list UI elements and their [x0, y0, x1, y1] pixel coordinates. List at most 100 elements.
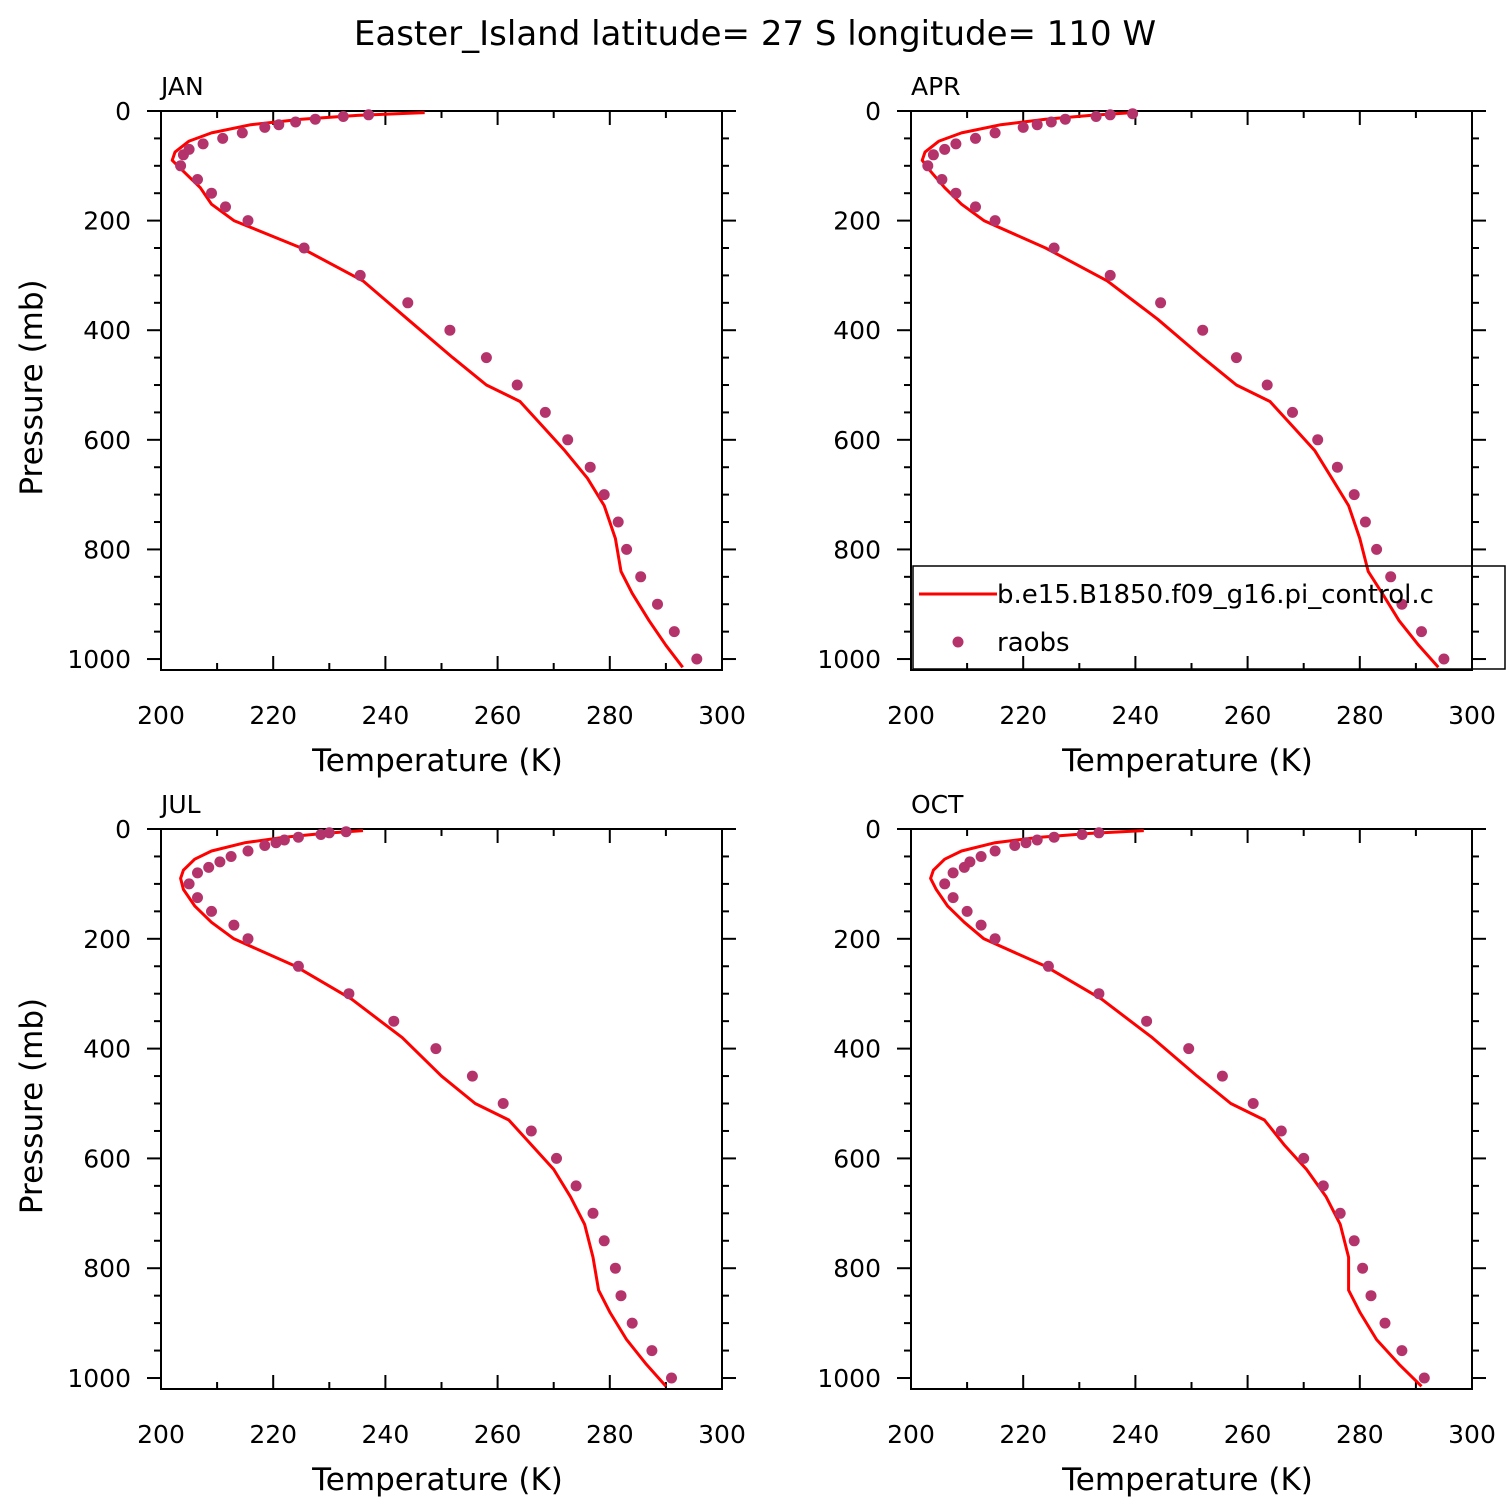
panel-label: APR — [911, 72, 961, 101]
legend-label: raobs — [997, 628, 1070, 658]
raobs-point — [292, 960, 304, 972]
raobs-point — [615, 1290, 627, 1302]
raobs-point — [228, 919, 240, 931]
raobs-point — [214, 856, 226, 868]
legend-label: b.e15.B1850.f09_g16.pi_control.c — [997, 580, 1434, 610]
x-tick-label: 240 — [362, 1420, 410, 1449]
raobs-point — [236, 127, 248, 139]
raobs-point — [242, 933, 254, 945]
y-axis-label: Pressure (mb) — [14, 279, 50, 495]
raobs-point — [203, 861, 215, 873]
raobs-point — [666, 1372, 677, 1384]
raobs-point — [950, 187, 962, 199]
raobs-point — [292, 831, 304, 843]
raobs-point — [402, 297, 414, 309]
plot-frame — [160, 110, 723, 671]
raobs-point — [922, 160, 934, 172]
x-tick-label: 240 — [1112, 701, 1160, 730]
y-tick-label: 800 — [833, 535, 881, 564]
raobs-point — [947, 867, 959, 879]
raobs-point — [1385, 571, 1397, 583]
legend-marker-swatch — [952, 636, 964, 648]
raobs-point — [598, 489, 610, 501]
raobs-point — [1017, 121, 1029, 133]
x-tick-label: 260 — [1224, 1420, 1272, 1449]
x-tick-label: 200 — [137, 1420, 185, 1449]
raobs-point — [668, 626, 680, 638]
raobs-point — [278, 834, 290, 846]
panel-label: OCT — [911, 790, 964, 819]
raobs-point — [1216, 1070, 1228, 1082]
x-tick-label: 260 — [1224, 701, 1272, 730]
raobs-point — [259, 121, 271, 133]
raobs-point — [939, 143, 951, 155]
raobs-point — [1183, 1043, 1195, 1055]
y-tick-label: 800 — [83, 535, 131, 564]
x-axis-label: Temperature (K) — [1061, 743, 1313, 779]
raobs-point — [1312, 434, 1324, 446]
raobs-point — [570, 1180, 582, 1192]
raobs-point — [1127, 108, 1139, 120]
raobs-point — [175, 160, 187, 172]
x-tick-label: 220 — [249, 1420, 297, 1449]
raobs-point — [961, 905, 973, 917]
y-tick-label: 600 — [83, 426, 131, 455]
raobs-point — [192, 892, 203, 904]
y-tick-label: 0 — [115, 97, 131, 126]
x-axis-label: Temperature (K) — [1061, 1462, 1313, 1498]
raobs-point — [242, 215, 254, 227]
raobs-point — [466, 1070, 478, 1082]
raobs-point — [290, 116, 302, 128]
raobs-point — [1048, 831, 1060, 843]
raobs-point — [1197, 324, 1209, 336]
raobs-point — [1298, 1152, 1310, 1164]
x-tick-label: 260 — [474, 1420, 522, 1449]
raobs-point — [1331, 461, 1343, 473]
raobs-point — [1045, 116, 1057, 128]
x-tick-label: 280 — [586, 701, 634, 730]
raobs-point — [323, 827, 335, 839]
raobs-point — [1275, 1125, 1287, 1137]
raobs-point — [939, 878, 951, 890]
y-tick-label: 400 — [83, 1035, 131, 1064]
raobs-point — [1317, 1180, 1329, 1192]
panel-jan: JAN 200 220 240 260 280 300 0 200 400 600 800 1000 Te… — [14, 72, 746, 779]
model-line — [170, 111, 684, 669]
raobs-point — [525, 1125, 537, 1137]
raobs-point — [337, 111, 349, 122]
model-line — [920, 111, 1440, 669]
raobs-point — [497, 1098, 509, 1109]
raobs-point — [217, 132, 229, 144]
x-tick-label: 200 — [887, 1420, 935, 1449]
raobs-point — [958, 861, 970, 873]
raobs-point — [635, 571, 647, 583]
raobs-point — [1155, 297, 1167, 309]
y-tick-label: 200 — [83, 207, 131, 236]
raobs-point — [1334, 1207, 1346, 1219]
raobs-point — [197, 138, 209, 150]
raobs-point — [1396, 598, 1408, 610]
raobs-point — [989, 845, 1001, 857]
y-tick-label: 200 — [83, 925, 131, 954]
raobs-point — [646, 1345, 658, 1357]
raobs-point — [1438, 653, 1450, 665]
x-tick-label: 300 — [1448, 1420, 1496, 1449]
y-tick-label: 1000 — [67, 1364, 131, 1393]
raobs-point — [1020, 837, 1032, 849]
raobs-point — [270, 837, 282, 849]
raobs-point — [989, 127, 1001, 139]
raobs-point — [1418, 1372, 1430, 1384]
raobs-point — [975, 851, 987, 862]
y-tick-label: 1000 — [817, 645, 881, 674]
raobs-point — [975, 919, 987, 931]
raobs-point — [1396, 1345, 1408, 1357]
raobs-point — [989, 933, 1001, 945]
raobs-point — [584, 461, 596, 473]
raobs-point — [1287, 406, 1298, 418]
raobs-point — [343, 988, 355, 1000]
raobs-point — [1357, 1262, 1369, 1274]
raobs-point — [480, 352, 492, 364]
panel-apr: APR 200 220 240 260 280 300 0 200 400 600 800 1000 Te… — [817, 72, 1495, 779]
raobs-point — [242, 845, 254, 857]
raobs-point — [612, 516, 624, 528]
